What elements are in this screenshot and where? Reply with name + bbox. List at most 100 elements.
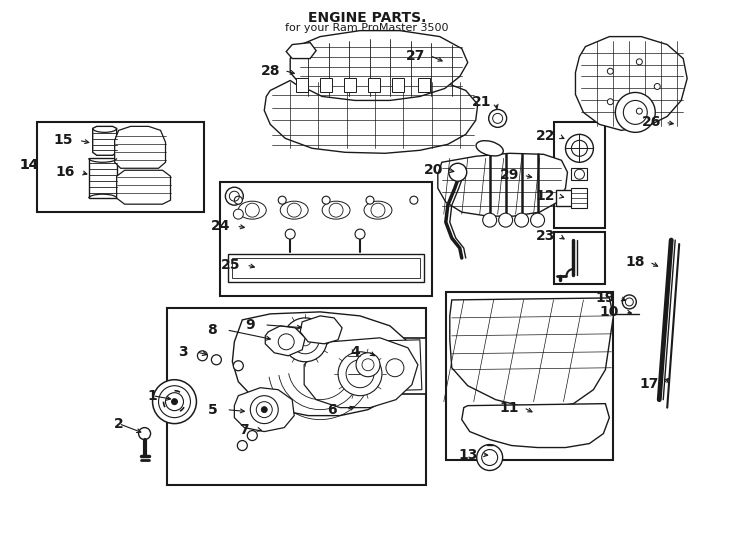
Text: 14: 14 (19, 158, 39, 172)
Polygon shape (117, 170, 170, 204)
Bar (418, 78, 430, 92)
Bar (344, 78, 356, 92)
Polygon shape (575, 37, 687, 130)
Bar (167, 308, 426, 485)
Circle shape (448, 163, 467, 181)
Circle shape (247, 430, 258, 441)
Text: 17: 17 (639, 377, 659, 391)
Circle shape (615, 92, 655, 132)
Polygon shape (233, 312, 412, 416)
Circle shape (261, 407, 267, 413)
Bar (37, 123, 205, 212)
Bar (320, 78, 332, 92)
Text: 14: 14 (19, 158, 39, 172)
Circle shape (356, 353, 380, 377)
Polygon shape (89, 158, 117, 198)
Bar (233, 258, 420, 278)
Text: 13: 13 (458, 448, 477, 462)
Circle shape (233, 361, 243, 371)
Text: 16: 16 (55, 165, 74, 179)
Text: 23: 23 (536, 229, 555, 243)
Ellipse shape (476, 140, 504, 156)
Text: 1: 1 (148, 389, 157, 403)
Circle shape (211, 355, 222, 365)
Text: 8: 8 (208, 323, 217, 337)
Circle shape (139, 428, 150, 440)
Circle shape (386, 359, 404, 377)
Text: 25: 25 (221, 258, 240, 272)
Polygon shape (264, 77, 478, 153)
Bar (228, 254, 424, 282)
Bar (220, 182, 432, 296)
Text: 22: 22 (536, 130, 556, 143)
Polygon shape (437, 153, 567, 216)
Text: 24: 24 (211, 219, 230, 233)
Circle shape (607, 99, 614, 105)
Text: 2: 2 (114, 416, 123, 430)
Circle shape (355, 229, 365, 239)
Circle shape (531, 213, 545, 227)
Polygon shape (234, 388, 294, 431)
Text: 29: 29 (500, 168, 520, 182)
Bar (572, 168, 587, 180)
Circle shape (622, 295, 636, 309)
Bar (340, 338, 426, 394)
Circle shape (237, 441, 247, 450)
Circle shape (607, 68, 614, 74)
Bar (368, 78, 380, 92)
Ellipse shape (280, 201, 308, 219)
Circle shape (234, 196, 242, 204)
Bar (392, 78, 404, 92)
Text: 18: 18 (625, 255, 645, 269)
Ellipse shape (239, 201, 266, 219)
Text: ENGINE PARTS.: ENGINE PARTS. (308, 11, 426, 25)
Text: 27: 27 (406, 49, 426, 63)
Text: 7: 7 (239, 423, 249, 436)
Bar (297, 78, 308, 92)
Polygon shape (304, 338, 418, 408)
Bar (553, 232, 606, 284)
Circle shape (565, 134, 593, 163)
Circle shape (483, 213, 497, 227)
Text: 20: 20 (424, 163, 443, 177)
Text: for your Ram ProMaster 3500: for your Ram ProMaster 3500 (286, 23, 448, 32)
Polygon shape (290, 31, 468, 100)
Circle shape (498, 213, 512, 227)
Bar (556, 190, 578, 206)
Polygon shape (300, 316, 342, 344)
Circle shape (575, 169, 584, 179)
Text: 9: 9 (245, 318, 255, 332)
Ellipse shape (322, 201, 350, 219)
Circle shape (278, 196, 286, 204)
Polygon shape (344, 340, 422, 392)
Circle shape (636, 59, 642, 65)
Circle shape (250, 396, 278, 423)
Polygon shape (450, 298, 614, 408)
Circle shape (225, 187, 243, 205)
Circle shape (172, 399, 178, 404)
Circle shape (322, 196, 330, 204)
Circle shape (153, 380, 197, 423)
Text: 12: 12 (536, 189, 556, 203)
Text: 4: 4 (350, 345, 360, 359)
Circle shape (338, 352, 382, 396)
Circle shape (654, 84, 661, 90)
Text: 11: 11 (500, 401, 520, 415)
Ellipse shape (364, 201, 392, 219)
Text: 6: 6 (327, 403, 337, 417)
Polygon shape (462, 404, 609, 448)
Text: 26: 26 (642, 116, 661, 130)
Circle shape (197, 351, 208, 361)
Polygon shape (92, 126, 117, 156)
Polygon shape (115, 126, 166, 168)
Circle shape (410, 196, 418, 204)
Circle shape (283, 318, 327, 362)
Circle shape (636, 108, 642, 114)
Text: 21: 21 (472, 96, 492, 110)
Circle shape (233, 209, 243, 219)
Circle shape (286, 229, 295, 239)
Text: 3: 3 (178, 345, 187, 359)
Circle shape (366, 196, 374, 204)
Polygon shape (286, 43, 316, 58)
Bar (446, 292, 614, 460)
